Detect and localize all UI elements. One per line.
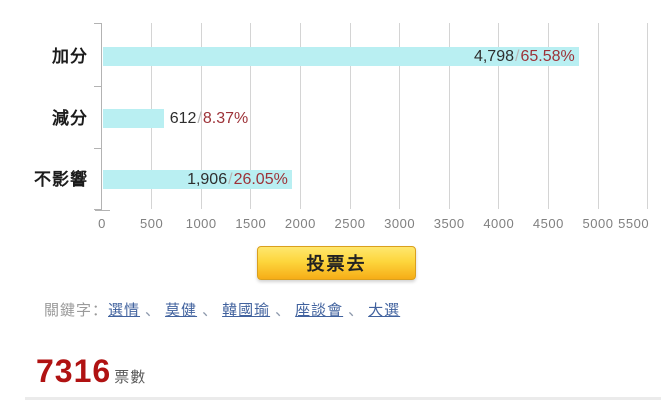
value-separator: /	[228, 171, 233, 188]
x-axis-corner	[95, 210, 110, 211]
y-axis-line	[101, 23, 102, 211]
vote-percentage: 8.37%	[202, 109, 249, 127]
x-tick-label: 3500	[433, 216, 465, 231]
value-separator: /	[197, 109, 202, 127]
gridline-2500	[349, 23, 351, 209]
x-tick-label: 5000	[582, 216, 614, 231]
keyword-separator: 、	[275, 302, 291, 319]
category-label-1: 加分	[52, 47, 88, 66]
total-votes: 7316 票數	[36, 353, 146, 390]
x-tick-label: 4500	[532, 216, 564, 231]
gridline-1000	[200, 23, 202, 209]
total-votes-label: 票數	[114, 369, 147, 386]
vote-percentage: 65.58%	[520, 48, 575, 65]
keywords-label: 關鍵字：	[44, 302, 109, 319]
x-tick-label: 1500	[235, 216, 267, 231]
gridline-2000	[299, 23, 301, 209]
keyword-separator: 、	[145, 302, 161, 319]
x-tick-label: 2500	[334, 216, 366, 231]
x-tick-label: 3000	[384, 216, 416, 231]
x-tick-label: 500	[139, 216, 164, 231]
x-tick-label: 1000	[185, 216, 217, 231]
poll-results-chart: 加分 4,798/65.58% 減分 612/8.37% 不影響 1,906/26.05%…	[34, 23, 650, 231]
keyword-link-4[interactable]: 座談會	[295, 302, 344, 319]
gridline-3000	[399, 23, 401, 209]
gridline-5500	[647, 23, 649, 209]
vote-button[interactable]: 投票去	[257, 246, 416, 280]
vote-percentage: 26.05%	[233, 171, 288, 188]
x-tick-label: 5500	[618, 216, 650, 231]
keyword-link-3[interactable]: 韓國瑜	[222, 302, 271, 319]
total-votes-count: 7316	[36, 353, 112, 389]
keyword-link-5[interactable]: 大選	[368, 302, 401, 319]
value-label-1: 4,798/65.58%	[474, 46, 575, 67]
vote-count: 4,798	[473, 48, 514, 65]
x-tick-label: 4000	[483, 216, 515, 231]
bar-1	[103, 47, 579, 66]
gridline-3500	[448, 23, 450, 209]
keywords-row: 關鍵字：選情、莫健、韓國瑜、座談會、大選	[44, 301, 400, 321]
x-tick-label: 0	[98, 216, 106, 231]
keyword-separator: 、	[348, 302, 364, 319]
gridline-4500	[547, 23, 549, 209]
keyword-separator: 、	[202, 302, 218, 319]
category-label-2: 減分	[52, 108, 88, 128]
value-label-2: 612/8.37%	[170, 108, 249, 129]
y-axis-tick	[94, 148, 101, 149]
keyword-link-1[interactable]: 選情	[108, 302, 141, 319]
value-separator: /	[515, 48, 520, 65]
y-axis-tick	[94, 86, 101, 87]
x-tick-label: 2000	[284, 216, 316, 231]
gridline-4000	[498, 23, 500, 209]
vote-count: 612	[169, 109, 197, 127]
gridline-5000	[597, 23, 599, 209]
y-axis-tick	[94, 209, 101, 210]
bar-3	[103, 170, 293, 189]
gridline-1500	[250, 23, 252, 209]
vote-count: 1,906	[187, 171, 228, 188]
y-axis-tick	[94, 23, 101, 24]
section-divider	[25, 397, 661, 400]
value-label-3: 1,906/26.05%	[187, 169, 288, 190]
category-label-3: 不影響	[34, 170, 88, 189]
keyword-link-2[interactable]: 莫健	[165, 302, 198, 319]
bar-2	[103, 108, 164, 128]
